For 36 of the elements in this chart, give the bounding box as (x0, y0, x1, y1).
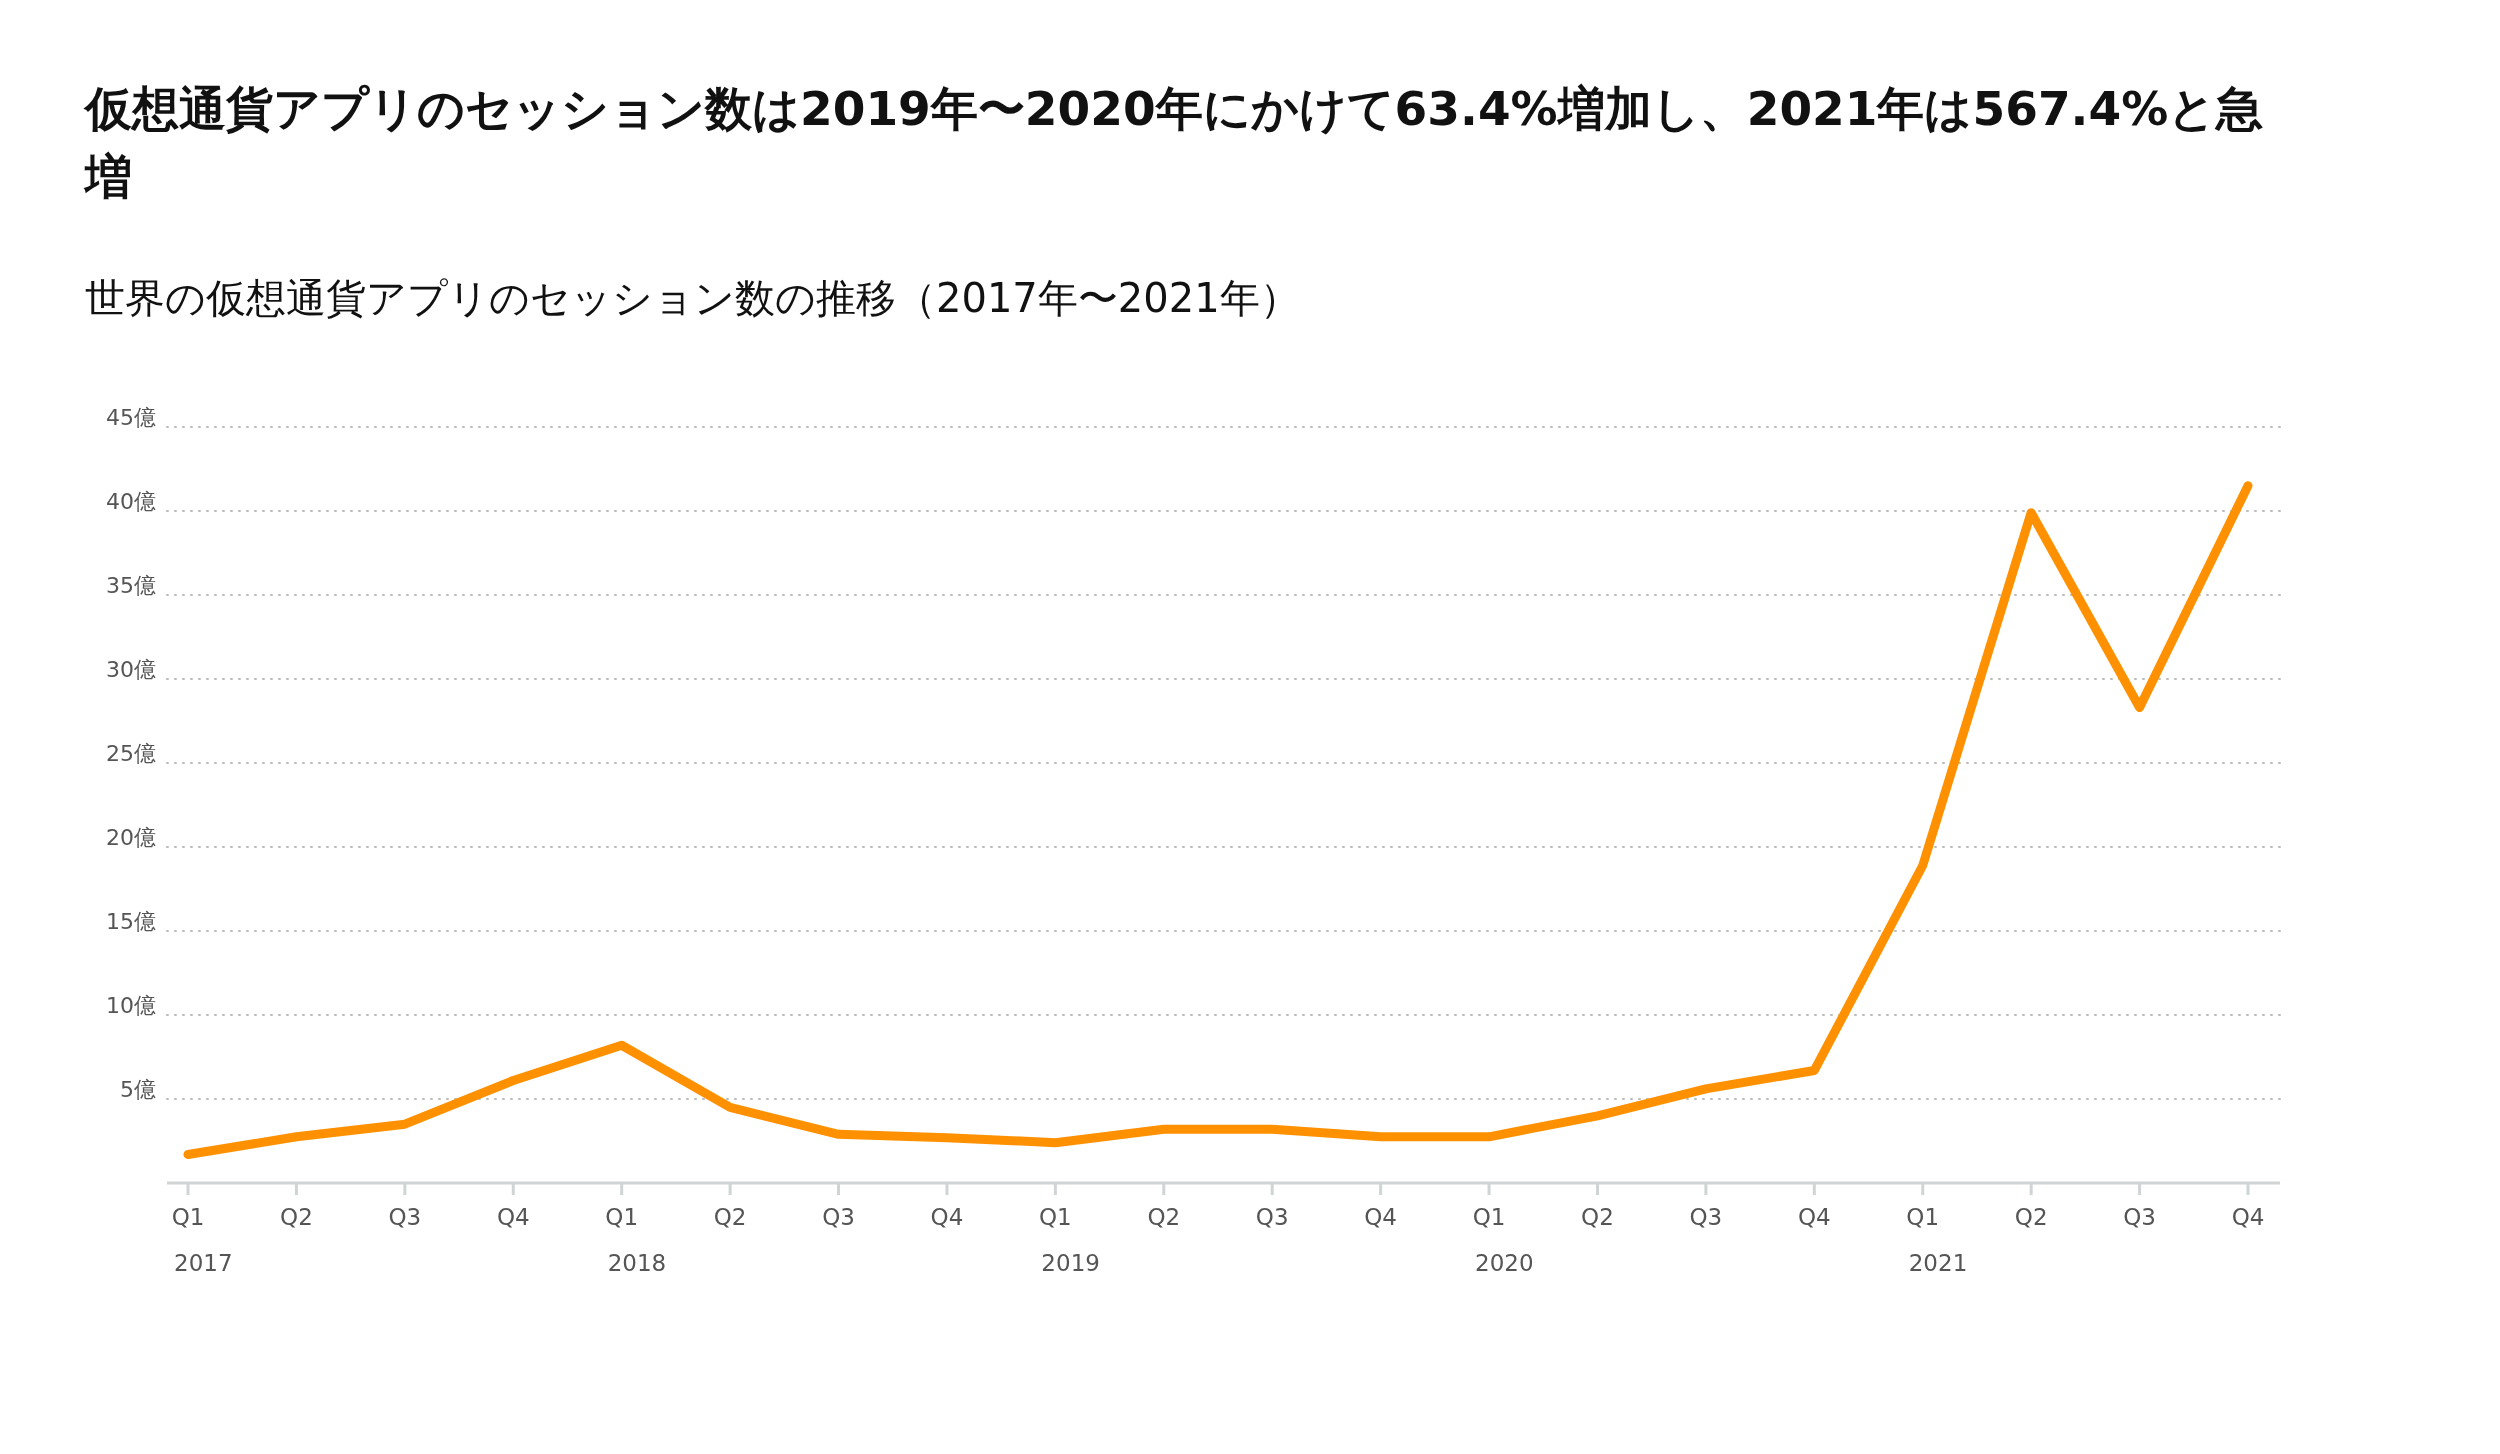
y-tick-label: 15億 (106, 909, 156, 934)
text: 2020 (1475, 1250, 1534, 1276)
x-tick-label: Q4 (1797, 1204, 1831, 1230)
text: 2018 (607, 1250, 667, 1276)
x-tick-label: Q4 (496, 1204, 530, 1230)
y-tick-label: 20億 (106, 825, 156, 850)
x-tick-label: Q1 (171, 1204, 205, 1230)
y-tick-label: 35億 (106, 573, 156, 598)
y-tick-label: 30億 (106, 657, 156, 682)
chart-title: 仮想通貨アプリのセッション数は2019年〜2020年にかけて63.4%増加し、2021年は567.4%と急増 (83, 81, 2264, 204)
x-tick-label: Q2 (1147, 1204, 1181, 1230)
x-tick-label: Q2 (280, 1204, 313, 1230)
x-tick-label: Q1 (1038, 1204, 1072, 1230)
x-tick-label: Q1 (1472, 1204, 1506, 1230)
x-tick-label: Q4 (930, 1204, 964, 1230)
y-tick-label: 10億 (106, 993, 156, 1018)
y-tick-label: 45億 (106, 405, 156, 430)
x-tick-label: Q4 (1364, 1204, 1398, 1230)
x-tick-label: Q3 (822, 1204, 855, 1230)
y-tick-label: 25億 (106, 741, 156, 766)
x-tick-label: Q3 (2123, 1204, 2156, 1230)
text: 2019 (1041, 1250, 1100, 1276)
y-tick-label: 40億 (106, 489, 156, 514)
text: 2021 (1908, 1250, 1968, 1276)
x-tick-label: Q3 (1689, 1204, 1723, 1230)
x-tick-label: Q2 (1581, 1204, 1614, 1230)
chart-subtitle: 世界の仮想通貨アプリのセッション数の推移（2017年〜2021年） (85, 275, 1300, 321)
x-tick-label: Q2 (713, 1204, 747, 1230)
x-tick-label: Q1 (1906, 1204, 1940, 1230)
y-tick-label: 5億 (120, 1077, 156, 1102)
x-tick-label: Q2 (2014, 1204, 2048, 1230)
x-tick-label: Q3 (1255, 1204, 1289, 1230)
x-tick-label: Q4 (2231, 1204, 2265, 1230)
x-tick-label: Q1 (605, 1204, 639, 1230)
x-tick-label: Q3 (388, 1204, 422, 1230)
text: 2017 (174, 1250, 233, 1276)
